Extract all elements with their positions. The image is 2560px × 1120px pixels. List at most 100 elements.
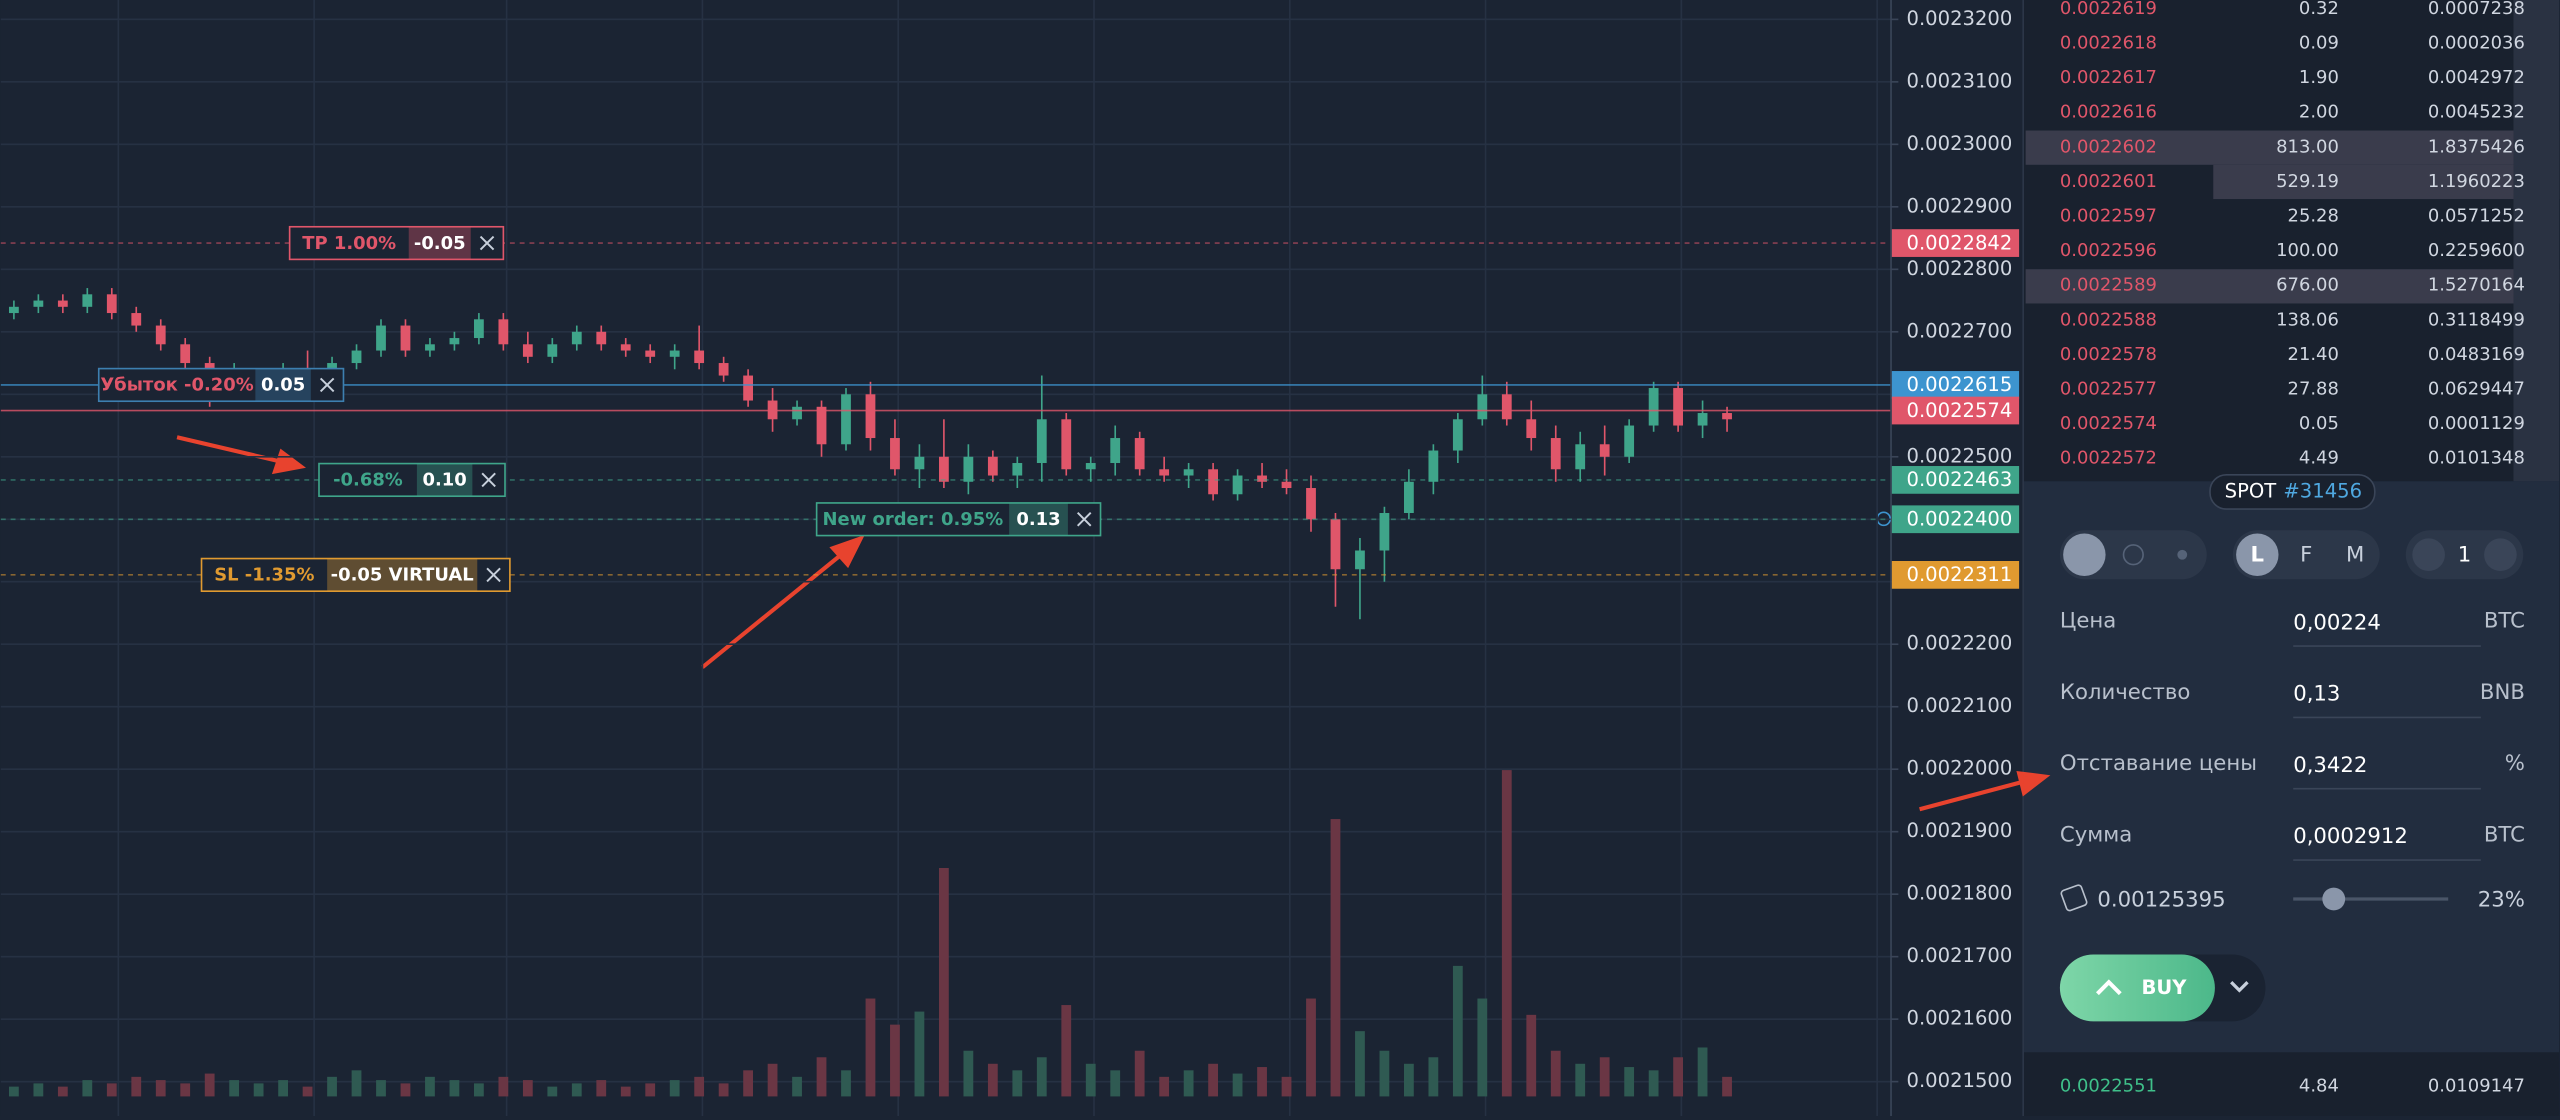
price-badge-label: 0.0022574 [1907,399,2013,422]
y-tick-label: 0.0021500 [1907,1069,2013,1092]
volume-bar [131,1076,142,1097]
candle-body [1452,419,1463,451]
book-amount: 676.00 [2276,275,2339,296]
volume-bar [743,1070,753,1097]
mode-option[interactable]: M [2346,543,2364,568]
depth-highlight [2513,0,2560,482]
order-book-panel [2024,0,2560,482]
buy-label[interactable]: BUY [2141,976,2187,999]
book-amount: 21.40 [2288,344,2339,365]
field-value[interactable]: 0,00224 [2293,610,2381,635]
order-qty: 0.13 [1016,509,1060,530]
y-tick-label: 0.0022500 [1907,444,2013,467]
order-label-box[interactable] [288,225,505,261]
field-value[interactable]: 0,13 [2293,682,2340,707]
depth-highlight [2025,130,2560,165]
volume-bar [1159,1076,1170,1097]
volume-bar [1404,1063,1414,1097]
book-price: 0.0022601 [2060,171,2157,192]
stepper-down[interactable] [2412,538,2445,572]
book-price: 0.0022574 [2060,413,2157,434]
candle-body [816,406,827,445]
order-qty-box [327,558,478,592]
book-total: 1.1960223 [2428,171,2525,192]
candle-body [1355,550,1365,570]
book-amount: 1.90 [2299,67,2339,88]
candle-body [571,331,582,345]
stepper-up[interactable] [2484,538,2517,572]
candle-body [890,438,900,470]
order-label-box[interactable] [97,367,345,403]
order-label-box[interactable] [815,502,1102,537]
bids-panel [2024,1052,2560,1116]
candle-body [694,350,705,364]
y-tick-label: 0.0023100 [1907,69,2013,92]
candle-body [1404,481,1414,514]
order-qty: -0.05 VIRTUAL [331,565,474,586]
volume-bar [914,1011,925,1097]
y-tick-label: 0.0022000 [1907,757,2013,780]
candle-body [1061,419,1072,470]
mode-option[interactable]: F [2300,543,2312,568]
book-price: 0.0022551 [2060,1076,2157,1097]
candle-body [841,394,851,445]
volume-bar [571,1083,582,1097]
volume-bar [890,1024,900,1097]
volume-bar [1526,1014,1537,1097]
volume-bar [963,1050,974,1097]
market-label: SPOT [2225,479,2277,502]
y-tick-label: 0.0021700 [1907,944,2013,967]
mode-active [2236,533,2279,576]
candle-body [155,325,166,345]
price-badge [1891,466,2020,494]
candle-body [1624,425,1635,457]
signal-icon[interactable] [2177,549,2188,560]
y-tick-label: 0.0023000 [1907,132,2013,155]
order-label-box[interactable] [318,462,506,498]
order-label-box[interactable] [200,557,511,593]
buy-button[interactable] [2059,954,2215,1022]
field-value[interactable]: 0,3422 [2293,753,2367,778]
candle-body [865,394,876,439]
book-total: 0.0002036 [2428,33,2525,54]
candle-body [1183,469,1194,476]
volume-bar [1722,1076,1732,1097]
field-unit: BTC [2484,823,2525,848]
volume-bar [522,1080,533,1097]
volume-bar [1036,1057,1047,1097]
price-badge-label: 0.0022463 [1907,468,2013,491]
volume-bar [1428,1057,1439,1097]
volume-bar [987,1063,998,1097]
dropdown-arrow[interactable] [2230,981,2249,993]
book-total: 0.0007238 [2428,0,2525,19]
order-close[interactable] [481,472,496,488]
buy-icon [2095,979,2122,996]
candle-body [792,406,802,420]
volume-bar [33,1083,44,1097]
limit-icon[interactable] [2063,533,2106,576]
order-close[interactable] [479,235,495,251]
candle-body [1110,438,1121,464]
candle-body [1134,438,1145,470]
order-close[interactable] [486,567,501,583]
price-badge-label: 0.0022615 [1907,373,2013,396]
timer-icon[interactable] [2122,544,2144,566]
order-close[interactable] [319,377,335,393]
volume-bar [620,1086,631,1097]
volume-bar [1208,1063,1218,1097]
candle-body [180,344,191,364]
book-price: 0.0022572 [2060,448,2157,469]
volume-bar [1134,1050,1145,1097]
mode-option[interactable]: L [2251,543,2265,568]
book-amount: 100.00 [2276,240,2339,261]
candle-body [718,363,729,376]
candle-body [1232,475,1243,495]
volume-bar [400,1083,411,1097]
field-unit: BTC [2484,609,2525,634]
volume-bar [1061,1005,1072,1097]
slider-knob[interactable] [2322,887,2346,911]
order-close[interactable] [1076,512,1092,527]
volume-bar [1012,1070,1023,1097]
field-value[interactable]: 0,0002912 [2293,824,2408,849]
book-amount: 529.19 [2276,171,2339,192]
